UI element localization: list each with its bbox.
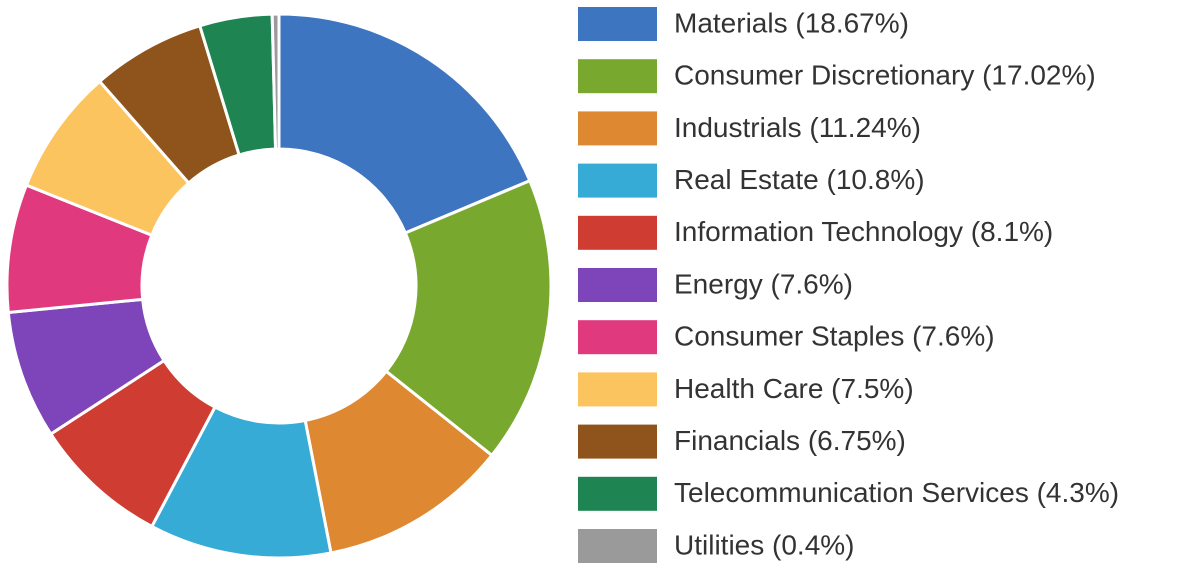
- legend-swatch: [578, 476, 657, 511]
- legend-swatch: [578, 7, 657, 41]
- legend-swatch: [578, 424, 657, 459]
- donut-slice: [277, 12, 532, 235]
- legend-label: Consumer Discretionary (17.02%): [674, 60, 1096, 91]
- legend-label: Information Technology (8.1%): [674, 216, 1053, 247]
- legend-swatch: [578, 163, 657, 198]
- legend-label: Energy (7.6%): [674, 268, 853, 299]
- legend-label: Utilities (0.4%): [674, 529, 854, 560]
- legend-swatch: [578, 268, 657, 302]
- donut-slice: [384, 178, 553, 458]
- legend-swatch: [578, 59, 657, 94]
- legend-swatch: [578, 320, 657, 355]
- donut-slice: [270, 12, 281, 151]
- legend-label: Industrials (11.24%): [674, 112, 921, 143]
- legend-label: Consumer Staples (7.6%): [674, 321, 995, 352]
- legend-swatch: [578, 111, 657, 146]
- legend-label: Real Estate (10.8%): [674, 164, 925, 195]
- legend-label: Materials (18.67%): [674, 7, 909, 38]
- legend-swatch: [578, 529, 657, 563]
- legend-label: Telecommunication Services (4.3%): [674, 477, 1119, 508]
- legend-swatch: [578, 215, 657, 250]
- legend-label: Health Care (7.5%): [674, 373, 914, 404]
- legend-swatch: [578, 372, 657, 407]
- legend-label: Financials (6.75%): [674, 425, 906, 456]
